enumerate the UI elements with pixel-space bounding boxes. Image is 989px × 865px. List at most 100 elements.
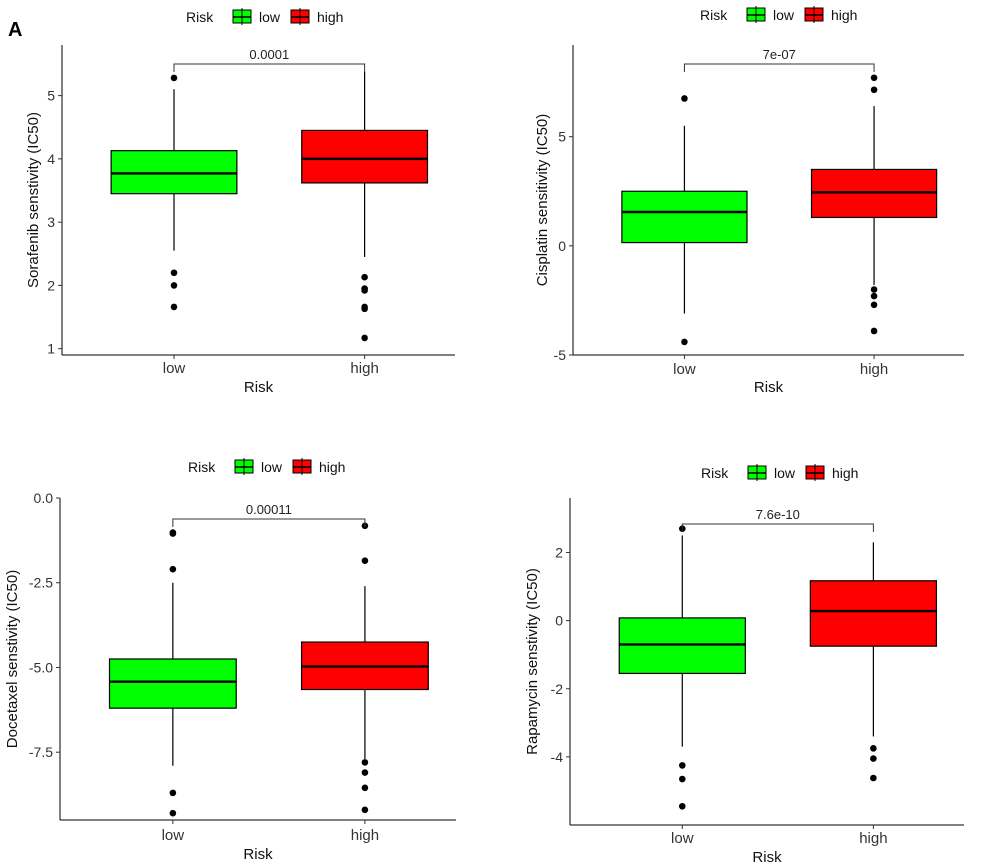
- outlier-point: [169, 809, 177, 817]
- y-tick-label: 5: [47, 88, 55, 104]
- significance-bracket: [683, 63, 875, 72]
- y-tick-label: -5.0: [29, 659, 53, 675]
- p-value-label: 0.0001: [249, 47, 289, 62]
- box-high: [301, 71, 429, 342]
- outlier-point: [870, 301, 878, 309]
- legend-key-high: high: [290, 8, 343, 25]
- legend-key-high: high: [804, 6, 857, 23]
- outlier-point: [870, 74, 878, 82]
- outlier-point: [169, 565, 177, 573]
- y-tick-label: -2: [551, 681, 564, 697]
- legend-label-high: high: [319, 459, 345, 475]
- outlier-point: [361, 334, 368, 342]
- outlier-point: [870, 292, 878, 300]
- y-tick-label: 0.0: [34, 490, 54, 506]
- significance-bracket: [172, 518, 366, 527]
- y-axis-title: Rapamycin senstivity (IC50): [524, 568, 541, 755]
- outlier-point: [361, 769, 369, 776]
- legend-title: Risk: [188, 459, 216, 475]
- outlier-point: [870, 286, 878, 293]
- box-iqr: [110, 150, 238, 195]
- y-tick-label: 5: [558, 129, 566, 145]
- box-low: [110, 74, 238, 311]
- legend-label-low: low: [261, 459, 283, 475]
- legend-key-high: high: [292, 458, 345, 475]
- legend: Risk low high: [700, 6, 857, 23]
- legend: Risk low high: [701, 464, 858, 481]
- chart-panel-4: 2 0 -2 -4 low high Risk Rapamycin senstivity (I…: [524, 464, 964, 865]
- legend-title: Risk: [186, 9, 214, 25]
- x-tick-label-low: low: [162, 827, 185, 844]
- outlier-point: [870, 755, 877, 762]
- panel-label: A: [8, 19, 22, 41]
- outlier-point: [678, 762, 686, 769]
- y-tick-label: 4: [47, 151, 55, 167]
- outlier-point: [361, 287, 368, 294]
- legend-label-high: high: [831, 7, 857, 23]
- legend-label-low: low: [773, 7, 795, 23]
- legend-key-low: low: [747, 464, 796, 481]
- y-tick-label: 0: [555, 613, 563, 629]
- outlier-point: [361, 806, 369, 814]
- outlier-point: [681, 338, 688, 346]
- chart-panel-1: 1 2 3 4 5 low high Risk Sorafenib senstivity (IC…: [25, 8, 455, 396]
- x-tick-label-high: high: [351, 827, 379, 844]
- y-tick-label: -4: [551, 749, 564, 765]
- outlier-point: [170, 74, 178, 82]
- y-tick-label: 2: [47, 277, 55, 293]
- legend-title: Risk: [700, 7, 728, 23]
- outlier-point: [361, 759, 369, 766]
- outlier-point: [681, 95, 688, 102]
- box-iqr: [621, 190, 748, 244]
- outlier-point: [169, 529, 177, 536]
- legend-label-high: high: [317, 9, 343, 25]
- legend-label-low: low: [259, 9, 281, 25]
- chart-panel-3: 0.0 -2.5 -5.0 -7.5 low high Risk Docetaxel sens…: [4, 458, 456, 863]
- p-value-label: 0.00011: [246, 502, 292, 517]
- outlier-point: [169, 789, 177, 797]
- box-low: [618, 525, 746, 810]
- y-axis-title: Cisplatin sensitivity (IC50): [534, 114, 551, 287]
- legend-label-high: high: [832, 465, 858, 481]
- y-tick-label: -5: [554, 347, 567, 363]
- outlier-point: [361, 273, 368, 281]
- box-iqr: [108, 658, 237, 709]
- y-axis-title: Docetaxel senstivity (IC50): [4, 570, 21, 748]
- box-low: [108, 529, 237, 817]
- outlier-point: [678, 775, 686, 783]
- y-tick-label: 3: [47, 214, 55, 230]
- outlier-point: [170, 303, 178, 311]
- significance-bracket: [681, 523, 874, 532]
- significance-bracket: [173, 63, 366, 72]
- y-tick-label: -7.5: [29, 744, 53, 760]
- y-tick-label: 0: [558, 238, 566, 254]
- x-tick-label-low: low: [163, 360, 186, 377]
- p-value-label: 7e-07: [763, 47, 796, 62]
- x-axis-title: Risk: [754, 379, 784, 396]
- x-tick-label-low: low: [671, 830, 694, 847]
- box-high: [300, 522, 429, 814]
- legend-label-low: low: [774, 465, 796, 481]
- chart-panel-2: -5 0 5 low high Risk Cisplatin sensitivity (IC…: [534, 6, 964, 396]
- x-axis-title: Risk: [243, 846, 273, 863]
- outlier-point: [870, 86, 878, 94]
- outlier-point: [678, 802, 686, 810]
- box-iqr: [301, 129, 429, 184]
- y-tick-label: 2: [555, 545, 563, 561]
- legend: Risk low high: [188, 458, 345, 475]
- y-axis-title: Sorafenib senstivity (IC50): [25, 112, 42, 288]
- box-iqr: [809, 580, 938, 647]
- outlier-point: [870, 327, 878, 335]
- y-tick-label: -2.5: [29, 575, 53, 591]
- x-tick-label-high: high: [859, 830, 887, 847]
- outlier-point: [361, 557, 369, 565]
- legend-key-high: high: [805, 464, 858, 481]
- outlier-point: [870, 774, 877, 782]
- legend-key-low: low: [232, 8, 281, 25]
- outlier-point: [870, 745, 877, 752]
- x-tick-label-high: high: [350, 360, 378, 377]
- box-high: [810, 74, 938, 335]
- legend-key-low: low: [234, 458, 283, 475]
- x-tick-label-low: low: [673, 361, 696, 378]
